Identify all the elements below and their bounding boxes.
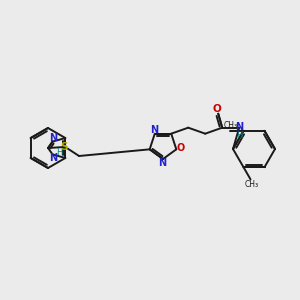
Text: S: S bbox=[60, 142, 68, 152]
Text: N: N bbox=[150, 125, 158, 135]
Text: N: N bbox=[49, 133, 57, 142]
Text: H: H bbox=[56, 148, 63, 157]
Text: O: O bbox=[213, 104, 222, 114]
Text: CH₃: CH₃ bbox=[244, 180, 259, 189]
Text: H: H bbox=[236, 131, 242, 140]
Text: N: N bbox=[158, 158, 166, 168]
Text: CH₃: CH₃ bbox=[224, 121, 238, 130]
Text: N: N bbox=[235, 122, 243, 132]
Text: N: N bbox=[49, 153, 57, 164]
Text: O: O bbox=[176, 143, 184, 153]
